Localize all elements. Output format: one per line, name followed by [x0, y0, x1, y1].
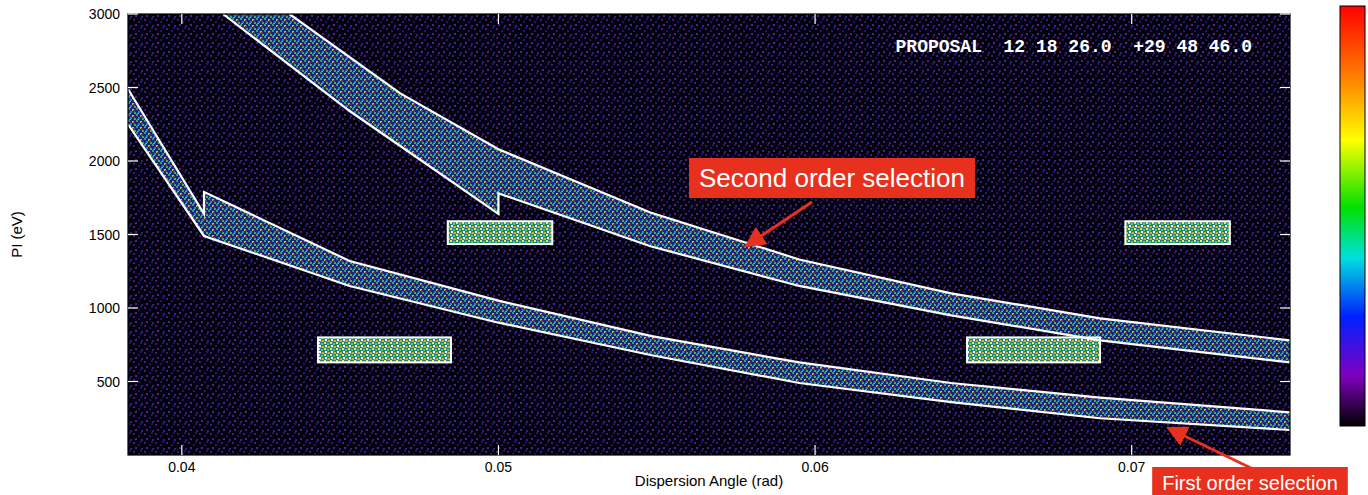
y-tick: [1280, 87, 1290, 88]
x-tick: [1131, 445, 1132, 455]
y-axis-title: PI (eV): [8, 211, 25, 258]
x-tick: [814, 445, 815, 455]
chart: 0.04 0.05 0.06 0.07 500 1000 1500 2000 2500 3000 D…: [0, 0, 1368, 495]
y-tick-label: 500: [97, 374, 121, 390]
x-tick: [181, 445, 182, 455]
color-bar: [1340, 6, 1365, 426]
x-tick: [1131, 14, 1132, 24]
plot-frame: [128, 14, 1290, 455]
annotation-box: [689, 158, 975, 198]
x-tick-label: 0.06: [801, 459, 828, 475]
x-tick-label: 0.04: [168, 459, 195, 475]
band-fill: [223, 14, 1290, 362]
y-tick: [128, 13, 138, 14]
annotation-arrow: [746, 202, 812, 246]
x-tick: [498, 445, 499, 455]
order-boundary: [223, 14, 1290, 362]
x-tick: [181, 14, 182, 24]
selection-box: [1125, 221, 1229, 244]
plot-area: [128, 14, 1290, 430]
y-tick: [128, 381, 138, 382]
annotation: Second order selection: [689, 158, 975, 198]
y-tick: [1280, 381, 1290, 382]
annotation-box: [1152, 467, 1348, 495]
annotation-text: First order selection: [1162, 472, 1338, 494]
y-tick-label: 3000: [89, 6, 120, 22]
y-tick: [1280, 307, 1290, 308]
y-tick: [128, 234, 138, 235]
selection-box: [448, 221, 552, 244]
selection-box: [967, 337, 1100, 362]
y-tick: [1280, 234, 1290, 235]
y-tick-label: 1000: [89, 300, 120, 316]
x-axis-title: Dispersion Angle (rad): [635, 472, 783, 489]
x-tick: [498, 14, 499, 24]
y-tick: [128, 160, 138, 161]
plot-background: [128, 14, 1290, 455]
y-tick: [1280, 160, 1290, 161]
annotation-arrow: [1168, 428, 1255, 470]
selection-box: [318, 337, 451, 362]
y-tick-label: 1500: [89, 227, 120, 243]
y-tick-label: 2000: [89, 153, 120, 169]
annotation: First order selection: [1152, 467, 1348, 495]
order-boundary: [128, 89, 1290, 412]
x-tick: [814, 14, 815, 24]
y-tick-label: 2500: [89, 80, 120, 96]
y-tick: [128, 307, 138, 308]
x-tick-label: 0.07: [1118, 459, 1145, 475]
y-tick: [1280, 13, 1290, 14]
y-tick: [128, 87, 138, 88]
order-boundary: [289, 14, 1290, 340]
annotation-text: Second order selection: [699, 163, 965, 193]
order-boundary: [128, 124, 1290, 430]
proposal-label: PROPOSAL 12 18 26.0 +29 48 46.0: [896, 37, 1252, 57]
x-tick-label: 0.05: [485, 459, 512, 475]
